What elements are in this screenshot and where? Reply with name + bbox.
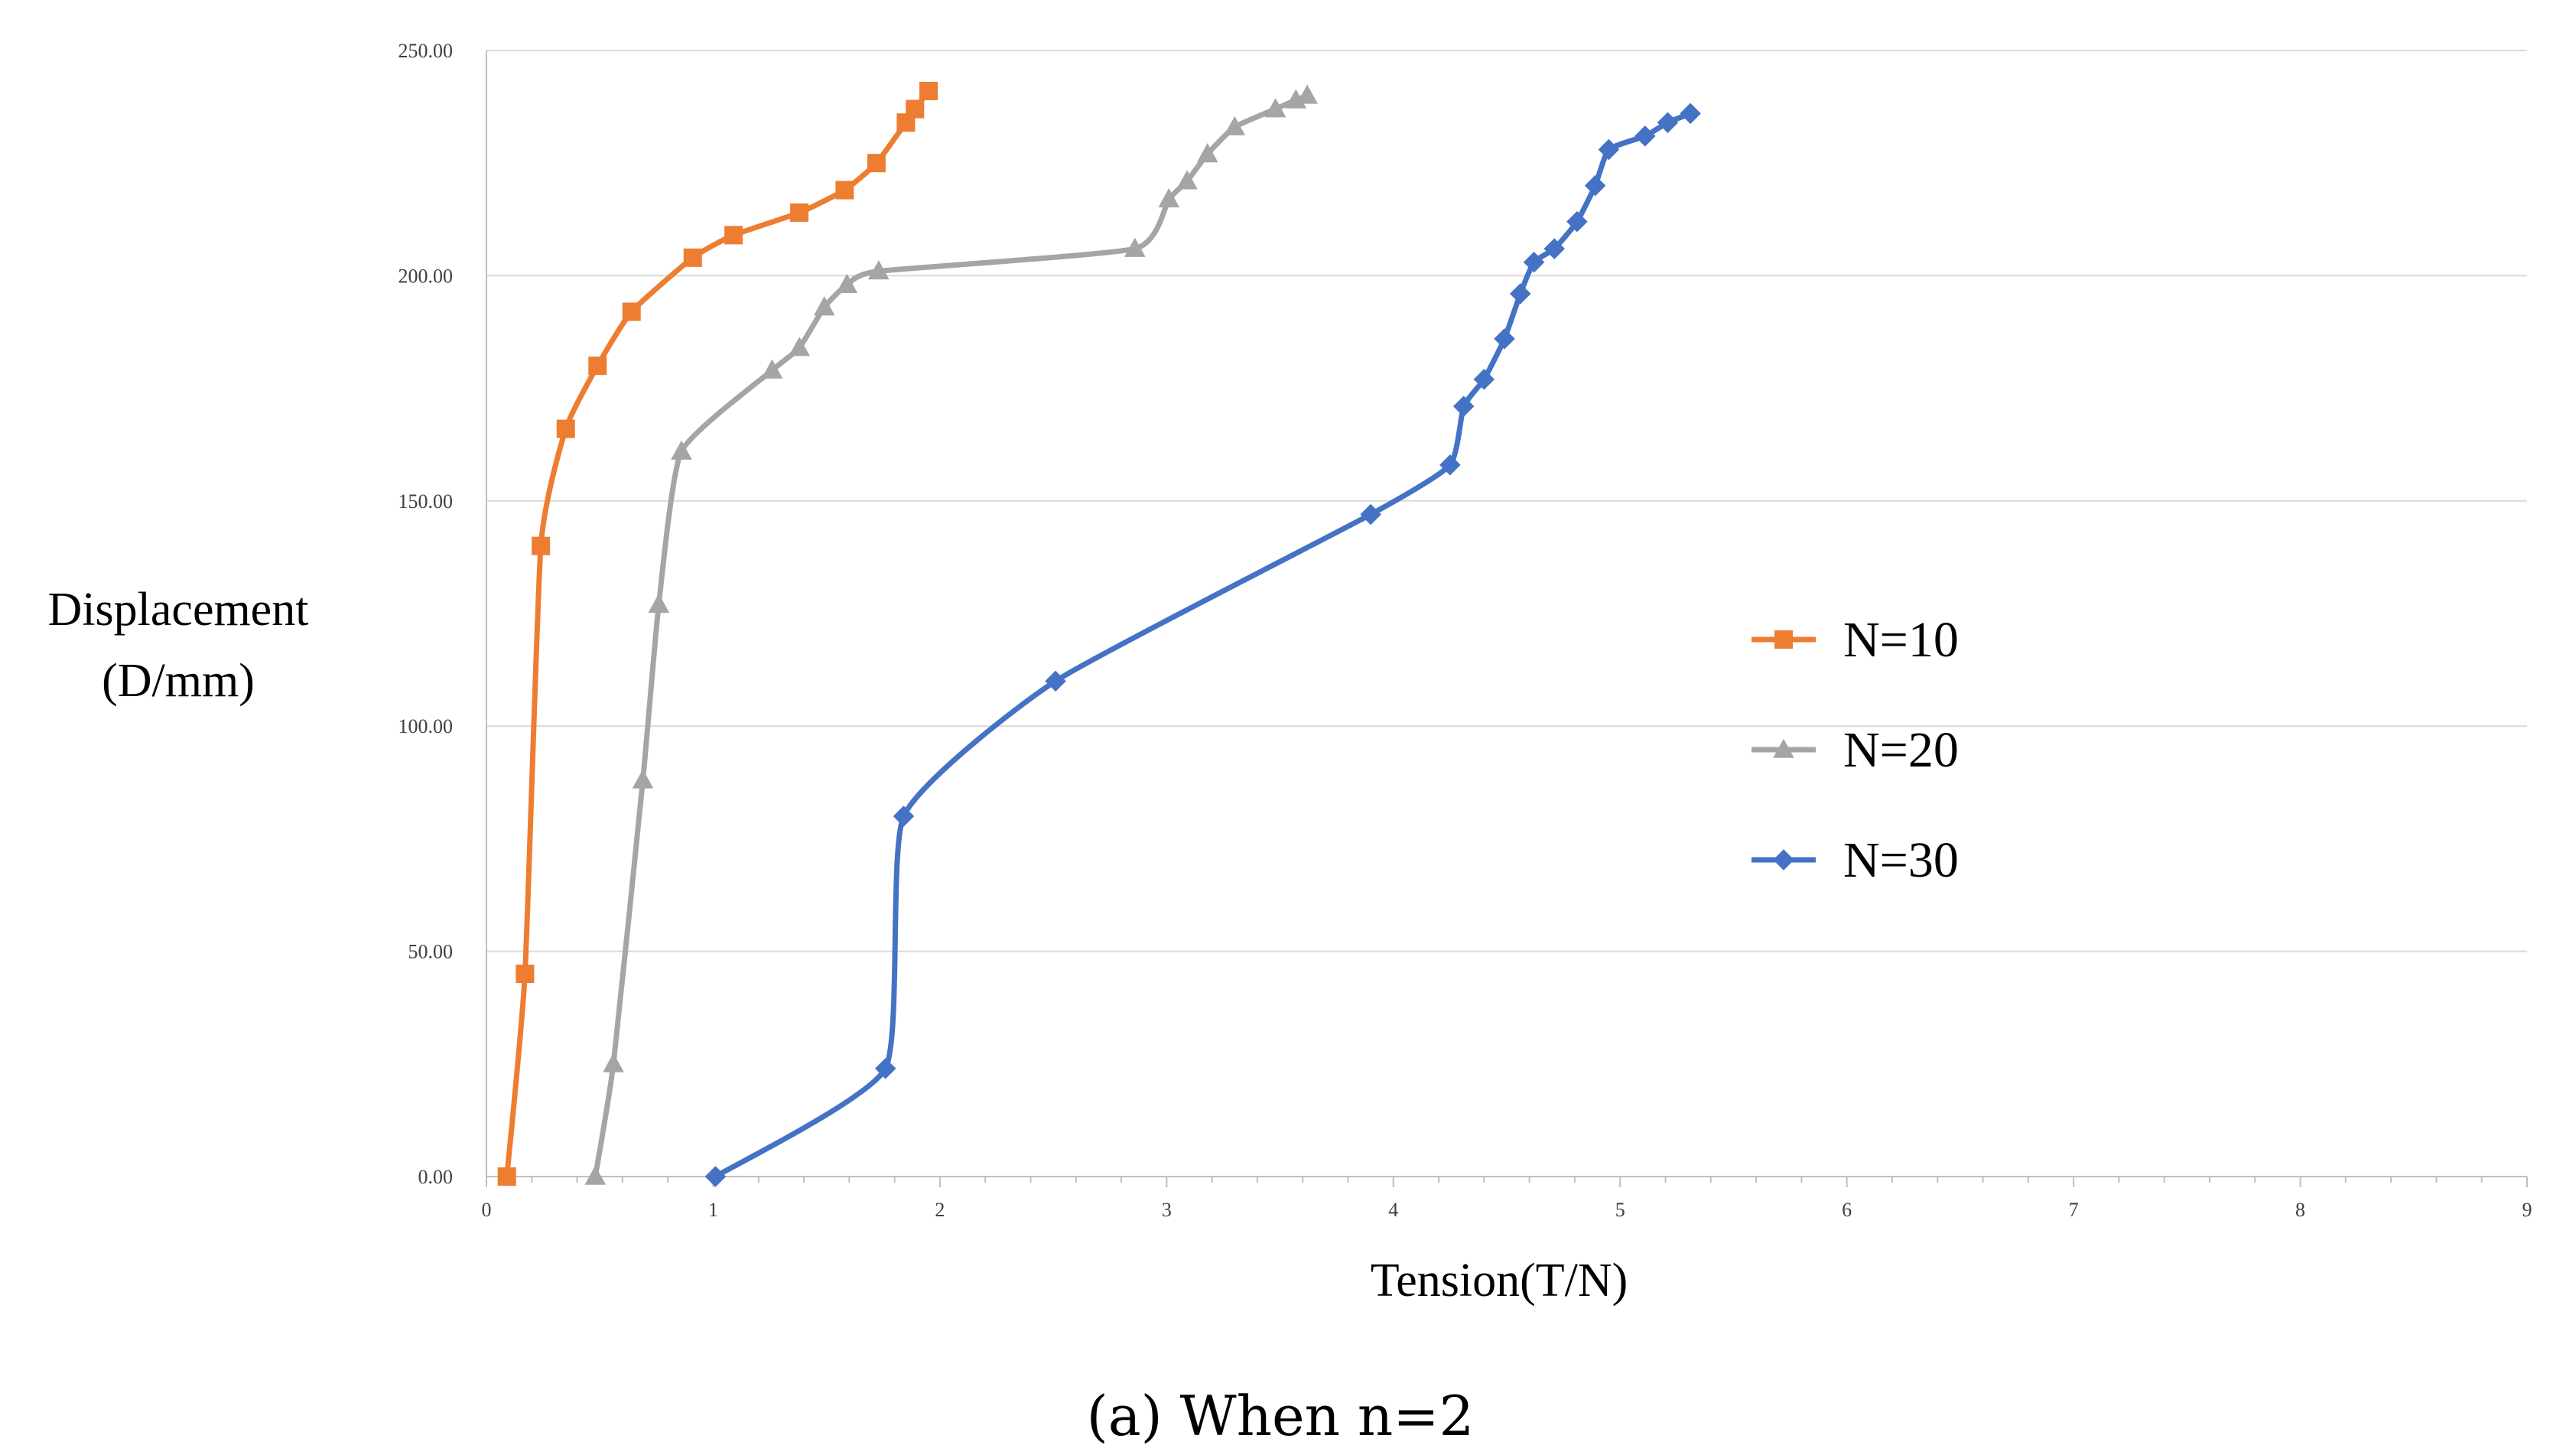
data-point	[1657, 112, 1679, 133]
x-tick-labels: 0 1 2 3 4 5 6 7 8 9	[482, 1199, 2532, 1221]
x-axis-title: Tension(T/N)	[1371, 1255, 1628, 1307]
y-axis-title-line-2: (D/mm)	[102, 655, 255, 707]
series-markers	[497, 81, 1701, 1187]
legend-label: N=10	[1843, 612, 1959, 668]
data-point	[1598, 138, 1620, 161]
data-point	[1452, 395, 1475, 417]
legend-label: N=30	[1843, 832, 1959, 888]
data-point	[1494, 328, 1515, 350]
legend: N=10 N=20 N=30	[1751, 612, 1959, 888]
y-tick-label: 0.00	[418, 1166, 454, 1188]
x-tick-label: 3	[1162, 1199, 1172, 1221]
data-point	[1523, 251, 1545, 273]
y-tick-label: 250.00	[398, 40, 454, 62]
data-point	[584, 1165, 607, 1185]
data-point	[1543, 238, 1566, 259]
legend-marker	[1773, 849, 1794, 871]
data-point	[1510, 283, 1531, 304]
data-point	[1224, 116, 1246, 135]
data-point	[648, 593, 670, 614]
x-tick-label: 1	[708, 1199, 718, 1221]
data-point	[1566, 210, 1588, 233]
x-tick-label: 8	[2295, 1199, 2305, 1221]
data-point	[867, 154, 886, 173]
data-point	[1634, 125, 1656, 147]
data-point	[603, 1053, 624, 1073]
x-tick-label: 7	[2069, 1199, 2079, 1221]
gridlines	[486, 50, 2527, 952]
data-point	[1158, 187, 1180, 208]
x-tick-label: 6	[1842, 1199, 1852, 1221]
data-point	[671, 440, 692, 460]
data-point	[516, 965, 535, 984]
x-tick-label: 9	[2522, 1199, 2532, 1221]
data-point	[1584, 174, 1606, 197]
data-point	[622, 302, 641, 321]
data-point	[704, 1166, 727, 1187]
data-point	[1296, 84, 1318, 104]
series-line-n-10	[504, 88, 932, 1180]
data-point	[532, 536, 551, 555]
figure-caption: (a) When n=2	[1087, 1384, 1475, 1448]
data-point	[789, 337, 810, 356]
series-line-n-20	[592, 93, 1310, 1180]
data-point	[836, 273, 858, 293]
data-point	[588, 356, 607, 376]
x-tick-label: 4	[1388, 1199, 1398, 1221]
x-tick-label: 5	[1615, 1199, 1625, 1221]
data-point	[761, 359, 783, 379]
data-point	[1196, 143, 1218, 163]
data-point	[1360, 503, 1381, 526]
data-point	[1124, 237, 1146, 257]
data-point	[1045, 670, 1066, 692]
data-point	[1439, 454, 1461, 476]
data-point	[1264, 98, 1286, 118]
y-tick-labels: 0.00 50.00 100.00 150.00 200.00 250.00	[398, 40, 454, 1188]
data-point	[632, 769, 654, 789]
data-point	[893, 806, 915, 827]
y-axis-title-line-1: Displacement	[48, 584, 309, 636]
legend-label: N=20	[1843, 722, 1959, 778]
data-point	[1680, 103, 1701, 125]
data-point	[835, 181, 854, 200]
x-tick-label: 2	[935, 1199, 945, 1221]
data-point	[813, 296, 835, 316]
data-point	[790, 203, 809, 222]
y-tick-label: 100.00	[398, 715, 454, 737]
y-tick-label: 50.00	[408, 941, 454, 963]
y-tick-label: 150.00	[398, 490, 454, 513]
data-point	[868, 260, 890, 280]
data-point	[1176, 170, 1198, 190]
data-point	[724, 226, 743, 245]
x-tick-label: 0	[482, 1199, 492, 1221]
y-tick-label: 200.00	[398, 265, 454, 287]
data-point	[919, 81, 938, 100]
legend-marker	[1774, 630, 1793, 649]
data-point	[906, 99, 925, 119]
legend-marker	[1773, 738, 1794, 758]
data-point	[1473, 369, 1495, 390]
data-point	[683, 248, 702, 267]
data-point	[556, 419, 575, 438]
data-point	[874, 1057, 896, 1079]
data-point	[497, 1167, 516, 1186]
